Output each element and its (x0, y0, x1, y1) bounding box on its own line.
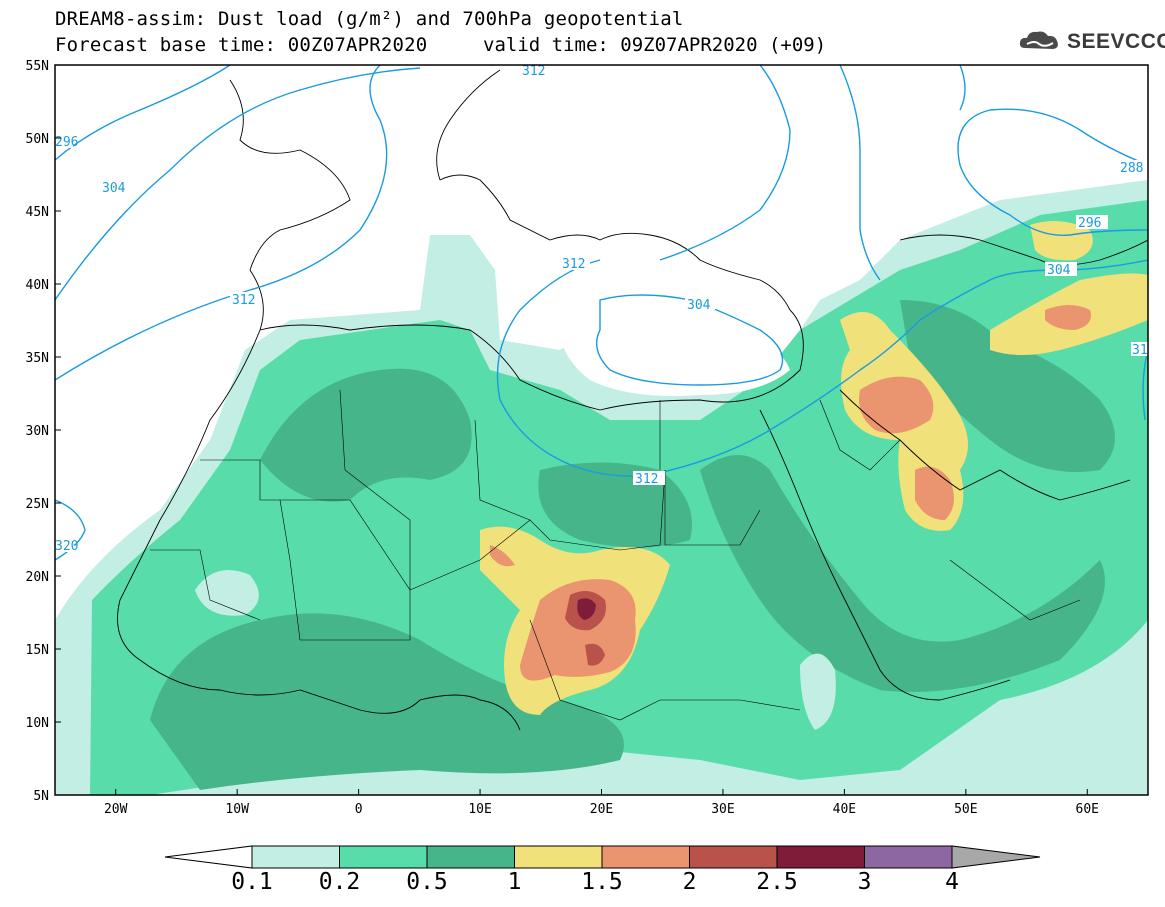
colorbar-level-label: 2.5 (756, 869, 798, 895)
dust-level-1.5 (490, 305, 1091, 681)
colorbar-level-label: 0.1 (231, 869, 273, 895)
lon-tick-label: 0 (355, 802, 363, 817)
map-area (55, 65, 1148, 795)
contour-label: 320 (55, 539, 78, 554)
lat-tick-label: 10N (26, 716, 49, 731)
cloud-icon (1019, 31, 1058, 49)
valid-time: valid time: 09Z07APR2020 (+09) (483, 34, 827, 56)
lat-tick-label: 35N (26, 351, 49, 366)
colorbar-swatch (864, 845, 953, 869)
colorbar-swatch (251, 845, 340, 869)
contour-label: 304 (687, 298, 711, 313)
lon-tick-label: 30E (711, 802, 734, 817)
contour-label: 312 (232, 293, 255, 308)
colorbar-swatch (601, 845, 690, 869)
lat-tick-label: 25N (26, 497, 49, 512)
country-borders (150, 389, 1081, 721)
dust-level-0.5 (150, 300, 1115, 790)
contour-label: 304 (1047, 263, 1071, 278)
contour-label: 312 (562, 257, 585, 272)
colorbar (164, 845, 1041, 869)
lat-tick-label: 50N (26, 132, 49, 147)
colorbar-level-label: 0.5 (406, 869, 448, 895)
lon-tick-label: 60E (1076, 802, 1099, 817)
contour-label: 296 (55, 135, 78, 150)
coastlines (117, 69, 1148, 731)
colorbar-swatch (426, 845, 515, 869)
colorbar-swatch (339, 845, 428, 869)
colorbar-low-arrow (164, 845, 253, 869)
lat-tick-label: 45N (26, 205, 49, 220)
colorbar-swatch (776, 845, 865, 869)
colorbar-level-label: 4 (945, 869, 959, 895)
dust-level-2.5 (577, 598, 596, 620)
colorbar-level-label: 1 (507, 869, 522, 895)
lon-tick-label: 50E (954, 802, 977, 817)
colorbar-swatch (514, 845, 603, 869)
contour-label: 296 (1078, 216, 1101, 231)
lat-tick-label: 30N (26, 424, 49, 439)
map-title: DREAM8-assim: Dust load (g/m²) and 700hP… (55, 8, 684, 30)
colorbar-level-label: 0.2 (318, 869, 361, 895)
lat-tick-label: 40N (26, 278, 49, 293)
lat-tick-label: 15N (26, 643, 49, 658)
lon-tick-label: 20W (104, 802, 128, 817)
forecast-base-time: Forecast base time: 00Z07APR2020 (55, 34, 428, 56)
contour-label: 288 (1120, 161, 1143, 176)
dust-level-2 (565, 591, 606, 666)
contour-label: 312 (635, 472, 658, 487)
lon-tick-label: 10E (468, 802, 491, 817)
colorbar-level-label: 3 (857, 869, 872, 895)
dust-level-1 (480, 221, 1148, 715)
contour-label: 31 (1132, 343, 1148, 358)
lon-tick-label: 10W (225, 802, 249, 817)
contour-label: 312 (522, 64, 545, 79)
colorbar-level-label: 1.5 (581, 869, 623, 895)
lon-tick-label: 40E (833, 802, 856, 817)
longitude-axis: 20W 10W 0 10E 20E 30E 40E 50E 60E (104, 789, 1099, 817)
latitude-axis: 55N 50N 45N 40N 35N 30N 25N 20N 15N 10N 5N (26, 59, 61, 804)
contour-labels: 312 296 304 312 312 304 312 320 288 296 … (55, 63, 1148, 554)
lat-tick-label: 20N (26, 570, 49, 585)
logo-text: SEEVCCC (1067, 30, 1165, 53)
colorbar-high-arrow (951, 845, 1041, 869)
lat-tick-label: 55N (26, 59, 49, 74)
contour-label: 304 (102, 181, 126, 196)
lon-tick-label: 20E (590, 802, 613, 817)
colorbar-level-label: 2 (682, 869, 697, 895)
colorbar-swatch (689, 845, 778, 869)
lat-tick-label: 5N (33, 789, 49, 804)
